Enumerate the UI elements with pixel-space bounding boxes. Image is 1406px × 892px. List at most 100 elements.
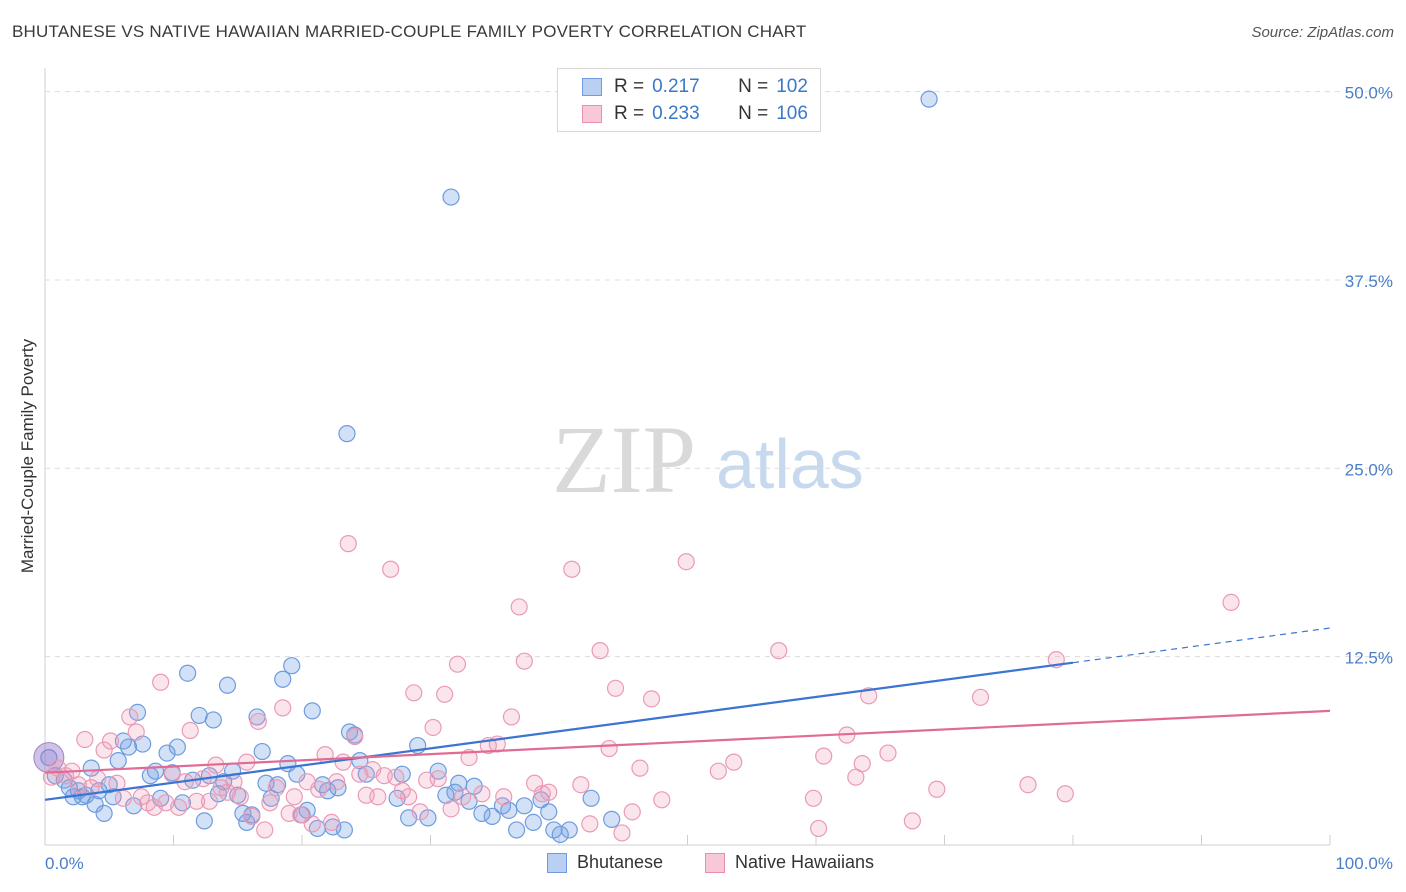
- native-hawaiian-point: [218, 783, 237, 801]
- native-hawaiian-point: [815, 747, 833, 765]
- legend-r-value: 0.233: [652, 103, 700, 124]
- native-hawaiian-point: [424, 718, 442, 737]
- native-hawaiian-point: [928, 780, 946, 798]
- native-hawaiian-point: [725, 753, 743, 771]
- native-hawaiian-point: [95, 741, 113, 759]
- bhutanese-point: [158, 744, 176, 762]
- native-hawaiian-point: [853, 755, 871, 773]
- native-hawaiian-point: [256, 821, 274, 839]
- bhutanese-point: [190, 706, 208, 725]
- native-hawaiian-point: [533, 785, 551, 803]
- native-hawaiian-point: [600, 739, 618, 758]
- legend-row-native-hawaiians: R = 0.233 N = 106: [582, 102, 808, 126]
- bhutanese-point: [195, 812, 213, 830]
- native-hawaiian-point: [170, 798, 188, 816]
- bhutanese-point: [218, 676, 237, 694]
- bhutanese-trend-extension: [1072, 627, 1331, 664]
- native-hawaiian-point: [405, 684, 423, 702]
- legend-n-value: 106: [776, 103, 808, 124]
- native-hawaiian-point: [334, 753, 352, 771]
- legend-swatch-bhutanese: [582, 78, 602, 96]
- correlation-legend: R = 0.217 N = 102 R = 0.233 N = 106: [557, 68, 821, 132]
- native-hawaiian-point: [804, 789, 823, 807]
- legend-swatch-native-hawaiians: [582, 105, 602, 123]
- native-hawaiian-point: [572, 776, 590, 794]
- native-hawaiian-point: [249, 712, 267, 731]
- legend-r-label: R =: [614, 103, 645, 124]
- native-hawaiian-point: [346, 727, 364, 746]
- bhutanese-point: [603, 810, 621, 828]
- native-hawaiian-point: [231, 788, 249, 806]
- bhutanese-point: [582, 789, 600, 807]
- bhutanese-point: [82, 759, 100, 777]
- native-hawaiian-point: [351, 765, 369, 783]
- native-hawaiian-point: [369, 788, 387, 806]
- native-hawaiian-point: [1019, 776, 1037, 794]
- native-hawaiian-point: [261, 794, 279, 812]
- native-hawaiian-point: [563, 560, 581, 578]
- bhutanese-point: [146, 762, 165, 780]
- native-hawaiian-point: [411, 803, 429, 821]
- watermark-zip: ZIP: [552, 406, 696, 513]
- bhutanese-point: [329, 779, 347, 797]
- native-hawaiian-point: [448, 655, 467, 673]
- bhutanese-point: [560, 821, 578, 839]
- native-hawaiian-point: [89, 770, 107, 788]
- chart-title: BHUTANESE VS NATIVE HAWAIIAN MARRIED-COU…: [12, 22, 807, 41]
- bhutanese-point: [540, 803, 558, 821]
- native-hawaiian-point: [292, 806, 310, 824]
- y-tick-label: 12.5%: [1345, 649, 1393, 668]
- y-tick-label: 25.0%: [1345, 460, 1393, 479]
- bhutanese-point: [303, 702, 321, 720]
- native-hawaiian-point: [285, 788, 303, 806]
- native-hawaiian-point: [1056, 785, 1074, 803]
- native-hawaiian-point: [188, 792, 206, 810]
- native-hawaiian-point: [903, 812, 921, 830]
- native-hawaiian-point: [591, 642, 609, 660]
- bottom-legend-label-bhutanese: Bhutanese: [577, 852, 664, 872]
- bottom-legend-swatch-native-hawaiians: [705, 852, 725, 873]
- watermark-atlas: atlas: [716, 425, 864, 503]
- native-hawaiian-point: [653, 791, 671, 809]
- native-hawaiian-point: [429, 770, 447, 788]
- bhutanese-point: [473, 804, 491, 822]
- legend-n-label: N =: [738, 103, 769, 124]
- legend-n-label: N =: [738, 76, 769, 97]
- native-hawaiian-point: [181, 721, 199, 740]
- native-hawaiian-point: [310, 780, 328, 798]
- native-hawaiian-point: [473, 785, 491, 803]
- bhutanese-point: [274, 670, 292, 688]
- bhutanese-trend-line: [44, 661, 1074, 801]
- native-hawaiian-point: [382, 560, 400, 578]
- native-hawaiian-point: [454, 788, 472, 806]
- bhutanese-point: [168, 738, 186, 756]
- native-hawaiian-point: [132, 788, 150, 806]
- source-label: Source: ZipAtlas.com: [1251, 24, 1394, 41]
- bhutanese-point: [515, 797, 533, 815]
- native-hawaiian-point: [860, 687, 878, 705]
- y-tick-label: 37.5%: [1345, 272, 1393, 291]
- native-hawaiian-point: [69, 776, 88, 794]
- native-hawaiian-point: [82, 779, 100, 797]
- x-tick-label: 100.0%: [1335, 854, 1393, 873]
- bhutanese-point: [283, 657, 301, 675]
- bhutanese-point: [507, 821, 526, 839]
- bhutanese-point: [179, 664, 197, 682]
- bhutanese-point: [253, 742, 271, 761]
- native-hawaiian-point: [442, 800, 460, 818]
- bhutanese-point: [920, 90, 938, 108]
- native-hawaiian-point: [623, 803, 641, 821]
- native-hawaiian-point: [642, 690, 661, 708]
- native-hawaiian-point: [709, 762, 727, 780]
- bhutanese-point: [119, 738, 138, 756]
- bottom-legend-bhutanese: Bhutanese: [547, 852, 663, 873]
- native-hawaiian-point: [243, 807, 261, 825]
- native-hawaiian-point: [436, 685, 454, 703]
- native-hawaiian-point: [770, 642, 788, 660]
- native-hawaiian-point: [322, 813, 341, 831]
- native-hawaiian-point: [515, 652, 533, 670]
- bhutanese-point: [335, 821, 354, 839]
- bottom-legend-label-native-hawaiians: Native Hawaiians: [735, 852, 875, 872]
- bottom-legend-native-hawaiians: Native Hawaiians: [705, 852, 874, 873]
- native-hawaiian-point: [879, 744, 897, 762]
